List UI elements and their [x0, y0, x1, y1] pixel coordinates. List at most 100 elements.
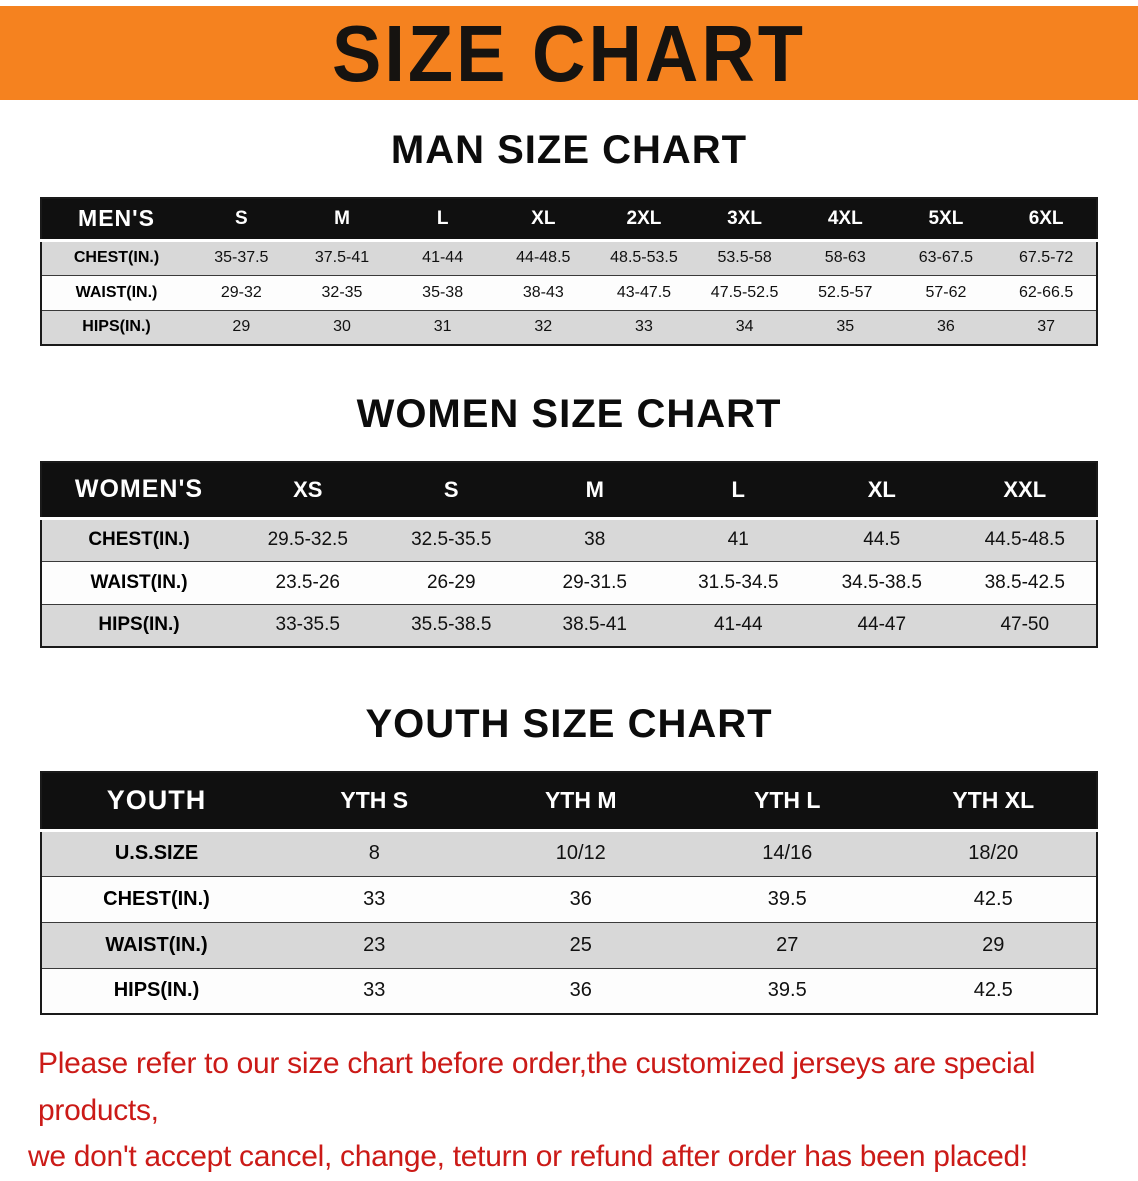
women-size-table-wrap: WOMEN'S XS S M L XL XXL CHEST(IN.) 29.5-32.5 32.5… — [40, 461, 1098, 648]
size-value: 34 — [735, 318, 754, 336]
size-value: 39.5 — [767, 979, 807, 1002]
size-value: 58-63 — [824, 249, 866, 266]
size-value: 33-35.5 — [275, 614, 340, 636]
men-size-section: MAN SIZE CHART MEN'S S M L XL 2XL 3XL 4XL 5XL 6XL… — [0, 128, 1138, 346]
table-corner-label: MEN'S — [41, 198, 191, 240]
table-row: CHEST(IN.) 29.5-32.5 32.5-35.5 38 41 44.5 44.5… — [41, 518, 1097, 561]
row-label: CHEST(IN.) — [88, 529, 190, 550]
size-value: 14/16 — [762, 842, 813, 864]
size-column-header: YTH XL — [890, 772, 1097, 830]
row-label: U.S.SIZE — [114, 842, 199, 864]
size-value: 47.5-52.5 — [710, 283, 779, 301]
men-section-heading: MAN SIZE CHART — [390, 128, 748, 172]
size-column-header: YTH M — [477, 772, 684, 830]
size-value: 32 — [534, 318, 553, 336]
size-value: 29.5-32.5 — [267, 529, 348, 550]
size-column-header: XL — [810, 462, 954, 518]
size-value: 26-29 — [426, 571, 476, 593]
size-column-header: S — [379, 462, 523, 518]
youth-size-table: YOUTH YTH S YTH M YTH L YTH XL U.S.SIZE 8 10/12… — [40, 771, 1098, 1015]
table-row: WAIST(IN.) 23.5-26 26-29 29-31.5 31.5-34.5 34… — [41, 561, 1097, 604]
size-value: 57-62 — [925, 283, 967, 301]
page-title: SIZE CHART — [332, 8, 806, 98]
size-column-header: XS — [236, 462, 380, 518]
size-value: 32-35 — [321, 283, 363, 301]
women-size-table: WOMEN'S XS S M L XL XXL CHEST(IN.) 29.5-32.5 32.5… — [40, 461, 1098, 648]
size-value: 44.5 — [863, 529, 901, 550]
row-label: HIPS(IN.) — [82, 318, 151, 336]
size-value: 30 — [333, 318, 351, 336]
size-value: 43-47.5 — [616, 283, 672, 301]
size-value: 29-31.5 — [562, 571, 627, 593]
size-value: 53.5-58 — [717, 249, 772, 266]
row-label: WAIST(IN.) — [75, 283, 158, 301]
table-row: HIPS(IN.) 33 36 39.5 42.5 — [41, 968, 1097, 1014]
row-label: WAIST(IN.) — [90, 571, 188, 593]
size-value: 36 — [937, 318, 955, 336]
size-value: 42.5 — [973, 887, 1013, 910]
size-value: 38-43 — [522, 283, 564, 301]
size-column-header: 3XL — [694, 198, 795, 240]
size-value: 38.5-42.5 — [984, 571, 1065, 593]
women-size-section: WOMEN SIZE CHART WOMEN'S XS S M L XL XXL CHEST(… — [0, 392, 1138, 648]
size-value: 33 — [363, 887, 386, 910]
size-value: 18/20 — [968, 842, 1019, 864]
size-charts: MAN SIZE CHART MEN'S S M L XL 2XL 3XL 4XL 5XL 6XL… — [0, 128, 1138, 1015]
table-corner-label: YOUTH — [41, 772, 271, 830]
size-value: 63-67.5 — [918, 249, 974, 266]
size-value: 31.5-34.5 — [698, 571, 779, 593]
table-row: HIPS(IN.) 33-35.5 35.5-38.5 38.5-41 41-44 44-… — [41, 604, 1097, 647]
table-row: HIPS(IN.) 29 30 31 32 33 34 35 36 37 — [41, 310, 1097, 345]
size-value: 39.5 — [767, 887, 807, 910]
row-label: CHEST(IN.) — [73, 249, 160, 266]
table-row: CHEST(IN.) 33 36 39.5 42.5 — [41, 876, 1097, 922]
size-value: 10/12 — [555, 842, 606, 864]
size-value: 32.5-35.5 — [411, 529, 492, 550]
row-label: CHEST(IN.) — [103, 887, 210, 910]
size-value: 35-38 — [422, 283, 464, 301]
table-header-row: WOMEN'S XS S M L XL XXL — [41, 462, 1097, 518]
table-row: CHEST(IN.) 35-37.5 37.5-41 41-44 44-48.5 48.5… — [41, 240, 1097, 275]
size-value: 48.5-53.5 — [610, 249, 678, 266]
size-value: 27 — [776, 933, 799, 956]
size-value: 29 — [982, 933, 1005, 956]
banner: SIZE CHART — [0, 6, 1138, 100]
women-section-heading: WOMEN SIZE CHART — [356, 392, 782, 436]
size-value: 35-37.5 — [214, 249, 269, 266]
size-value: 36 — [569, 979, 592, 1002]
youth-section-heading: YOUTH SIZE CHART — [365, 702, 773, 746]
size-column-header: M — [291, 198, 393, 240]
size-value: 52.5-57 — [818, 283, 873, 301]
size-value: 44-47 — [857, 614, 907, 636]
size-value: 8 — [368, 842, 380, 864]
size-column-header: M — [523, 462, 667, 518]
size-value: 29-32 — [220, 283, 262, 301]
size-value: 35 — [836, 318, 855, 336]
men-size-table: MEN'S S M L XL 2XL 3XL 4XL 5XL 6XL CHEST(IN.) 35-37… — [40, 197, 1098, 346]
size-value: 23.5-26 — [275, 571, 340, 593]
size-column-header: L — [666, 462, 810, 518]
table-header-row: YOUTH YTH S YTH M YTH L YTH XL — [41, 772, 1097, 830]
size-value: 44-48.5 — [516, 249, 571, 266]
size-value: 33 — [363, 979, 386, 1002]
row-label: HIPS(IN.) — [98, 614, 180, 636]
size-column-header: YTH L — [684, 772, 891, 830]
size-column-header: 2XL — [593, 198, 695, 240]
size-value: 47-50 — [1000, 614, 1050, 636]
size-value: 67.5-72 — [1018, 249, 1074, 266]
size-value: 42.5 — [973, 979, 1013, 1002]
youth-size-section: YOUTH SIZE CHART YOUTH YTH S YTH M YTH L YTH… — [0, 702, 1138, 1015]
size-column-header: 4XL — [794, 198, 896, 240]
size-value: 31 — [433, 318, 452, 336]
size-value: 44.5-48.5 — [984, 529, 1065, 550]
table-header-row: MEN'S S M L XL 2XL 3XL 4XL 5XL 6XL — [41, 198, 1097, 240]
size-column-header: L — [392, 198, 493, 240]
size-column-header: 6XL — [996, 198, 1097, 240]
disclaimer-line-2: we don't accept cancel, change, teturn o… — [28, 1140, 1028, 1173]
size-value: 23 — [363, 933, 386, 956]
size-value: 35.5-38.5 — [411, 614, 492, 636]
row-label: WAIST(IN.) — [105, 933, 208, 956]
table-row: U.S.SIZE 8 10/12 14/16 18/20 — [41, 830, 1097, 876]
size-column-header: 5XL — [895, 198, 997, 240]
disclaimer: Please refer to our size chart before or… — [28, 1041, 1118, 1181]
